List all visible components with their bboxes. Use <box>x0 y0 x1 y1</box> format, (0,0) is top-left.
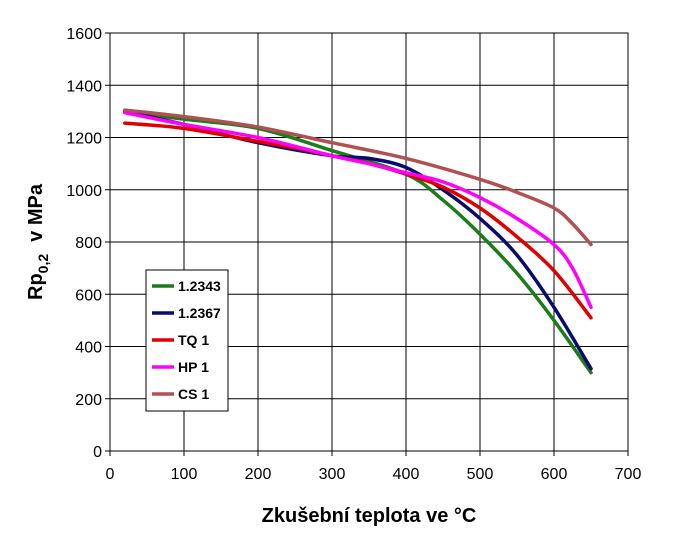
x-tick-label: 400 <box>393 466 420 483</box>
legend-label: HP 1 <box>178 359 209 375</box>
y-tick-label: 800 <box>75 235 102 252</box>
y-tick-label: 1600 <box>66 26 102 43</box>
y-tick-label: 1400 <box>66 78 102 95</box>
y-axis-label-subscript: 0,2 <box>35 254 51 274</box>
series-line-cs-1 <box>123 108 593 247</box>
series-line-hp-1 <box>123 110 593 310</box>
x-axis-label: Zkušební teplota ve °C <box>262 505 477 527</box>
y-tick-label: 600 <box>75 287 102 304</box>
y-axis-label: Rp0,2 v MPa <box>25 183 51 300</box>
x-tick-label: 700 <box>615 466 642 483</box>
x-tick-label: 100 <box>171 466 198 483</box>
y-tick-label: 1000 <box>66 183 102 200</box>
y-axis-label-main: Rp <box>25 273 47 300</box>
legend-label: CS 1 <box>178 386 209 402</box>
y-tick-label: 0 <box>93 444 102 461</box>
y-tick-label: 400 <box>75 340 102 357</box>
series-lines <box>123 108 593 375</box>
plot-area <box>109 32 629 452</box>
legend: 1.2343 1.2367 TQ 1 HP 1 CS 1 <box>145 269 229 412</box>
legend-label: TQ 1 <box>178 332 209 348</box>
x-tick-label: 300 <box>319 466 346 483</box>
y-axis-label-unit: v MPa <box>25 183 47 242</box>
x-tick-label: 200 <box>245 466 272 483</box>
x-tick-label: 600 <box>541 466 568 483</box>
y-tick-label: 1200 <box>66 131 102 148</box>
x-axis-ticks: 0 100 200 300 400 500 600 700 <box>106 451 642 483</box>
legend-label: 1.2343 <box>178 278 221 294</box>
y-tick-label: 200 <box>75 392 102 409</box>
x-tick-label: 0 <box>106 466 115 483</box>
x-tick-label: 500 <box>467 466 494 483</box>
y-axis-ticks: 0 200 400 600 800 1000 1200 1400 1600 <box>66 26 110 461</box>
legend-label: 1.2367 <box>178 305 221 321</box>
